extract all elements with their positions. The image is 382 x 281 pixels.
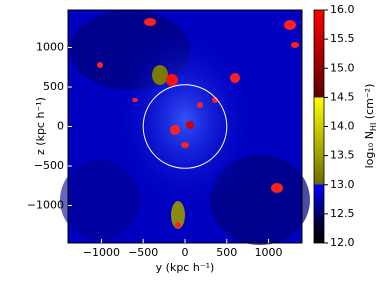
colorbar-tick-label: 16.0: [330, 3, 355, 16]
density-map: [60, 10, 310, 245]
colorbar-tick-label: 13.0: [330, 178, 355, 191]
x-tick-label: 500: [216, 246, 237, 259]
colorbar-label: log₁₀ NHI (cm⁻²): [363, 84, 378, 169]
colorbar-tick-label: 12.5: [330, 207, 355, 220]
x-tick-label: −1000: [83, 246, 120, 259]
colorbar-label-unit: (cm⁻²): [363, 84, 376, 123]
colorbar: [314, 10, 324, 243]
colorbar-tick-label: 14.0: [330, 120, 355, 133]
colorbar-tick-label: 15.5: [330, 32, 355, 45]
y-tick-label: −500: [34, 159, 64, 172]
colorbar-tick-label: 14.5: [330, 90, 355, 103]
x-tick-label: 0: [182, 246, 189, 259]
colorbar-tick-label: 15.0: [330, 61, 355, 74]
colorbar-tick-label: 13.5: [330, 149, 355, 162]
x-axis-label: y (kpc h⁻¹): [156, 261, 215, 274]
colorbar-tick-label: 12.0: [330, 236, 355, 249]
x-tick-label: 1000: [255, 246, 283, 259]
colorbar-label-sub: HI: [369, 123, 378, 131]
y-tick-label: 1000: [36, 41, 64, 54]
y-tick-label: 500: [43, 80, 64, 93]
y-tick-label: −1000: [27, 198, 64, 211]
x-tick-label: −500: [128, 246, 158, 259]
colorbar-label-main: log₁₀ N: [363, 131, 376, 168]
y-tick-label: 0: [57, 120, 64, 133]
y-axis-label: z (kpc h⁻¹): [34, 97, 47, 155]
